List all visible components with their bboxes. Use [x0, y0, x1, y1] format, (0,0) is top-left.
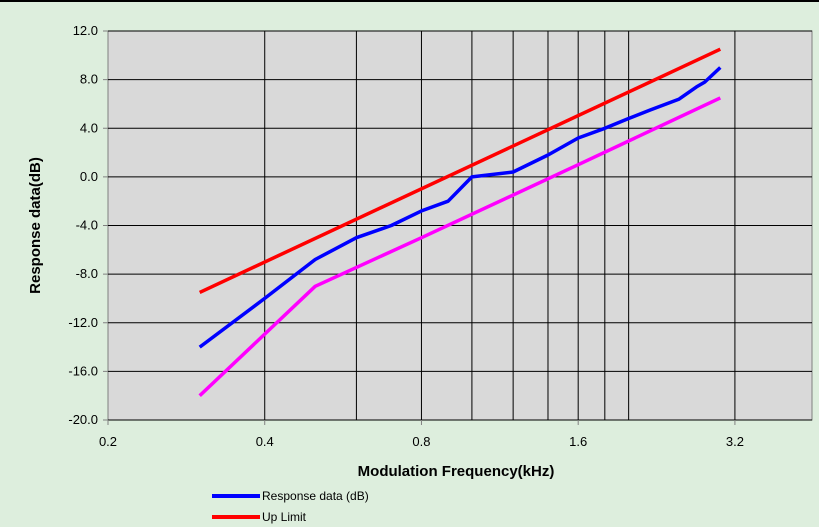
y-tick-label: -20.0 [68, 412, 98, 427]
y-tick-label: -16.0 [68, 363, 98, 378]
y-tick-label: -4.0 [76, 218, 98, 233]
x-tick-label: 1.6 [569, 434, 587, 449]
legend-label: Up Limit [262, 510, 307, 524]
series-line-3 [198, 96, 722, 397]
series-line-1 [198, 66, 722, 349]
y-tick-label: 12.0 [73, 23, 98, 38]
y-axis-ticks: 12.0 8.0 4.0 0.0 -4.0 -8.0 -12.0 -16.0 -20.0 [68, 23, 108, 427]
legend-label: Response data (dB) [262, 489, 369, 503]
y-tick-label: 0.0 [80, 169, 98, 184]
x-axis-ticks: 0.2 0.4 0.8 1.6 3.2 [99, 420, 744, 449]
gridlines [108, 30, 812, 421]
series-line-2 [198, 47, 722, 294]
series-lines [198, 47, 722, 397]
y-tick-label: -8.0 [76, 266, 98, 281]
x-tick-label: 0.4 [256, 434, 274, 449]
x-tick-label: 0.8 [412, 434, 430, 449]
y-tick-label: 4.0 [80, 120, 98, 135]
y-tick-label: -12.0 [68, 315, 98, 330]
x-tick-label: 0.2 [99, 434, 117, 449]
y-tick-label: 8.0 [80, 72, 98, 87]
y-axis-title: Response data(dB) [27, 157, 44, 294]
legend: Response data (dB) Up Limit [212, 489, 369, 524]
x-axis-title: Modulation Frequency(kHz) [358, 463, 555, 480]
x-tick-label: 3.2 [726, 434, 744, 449]
